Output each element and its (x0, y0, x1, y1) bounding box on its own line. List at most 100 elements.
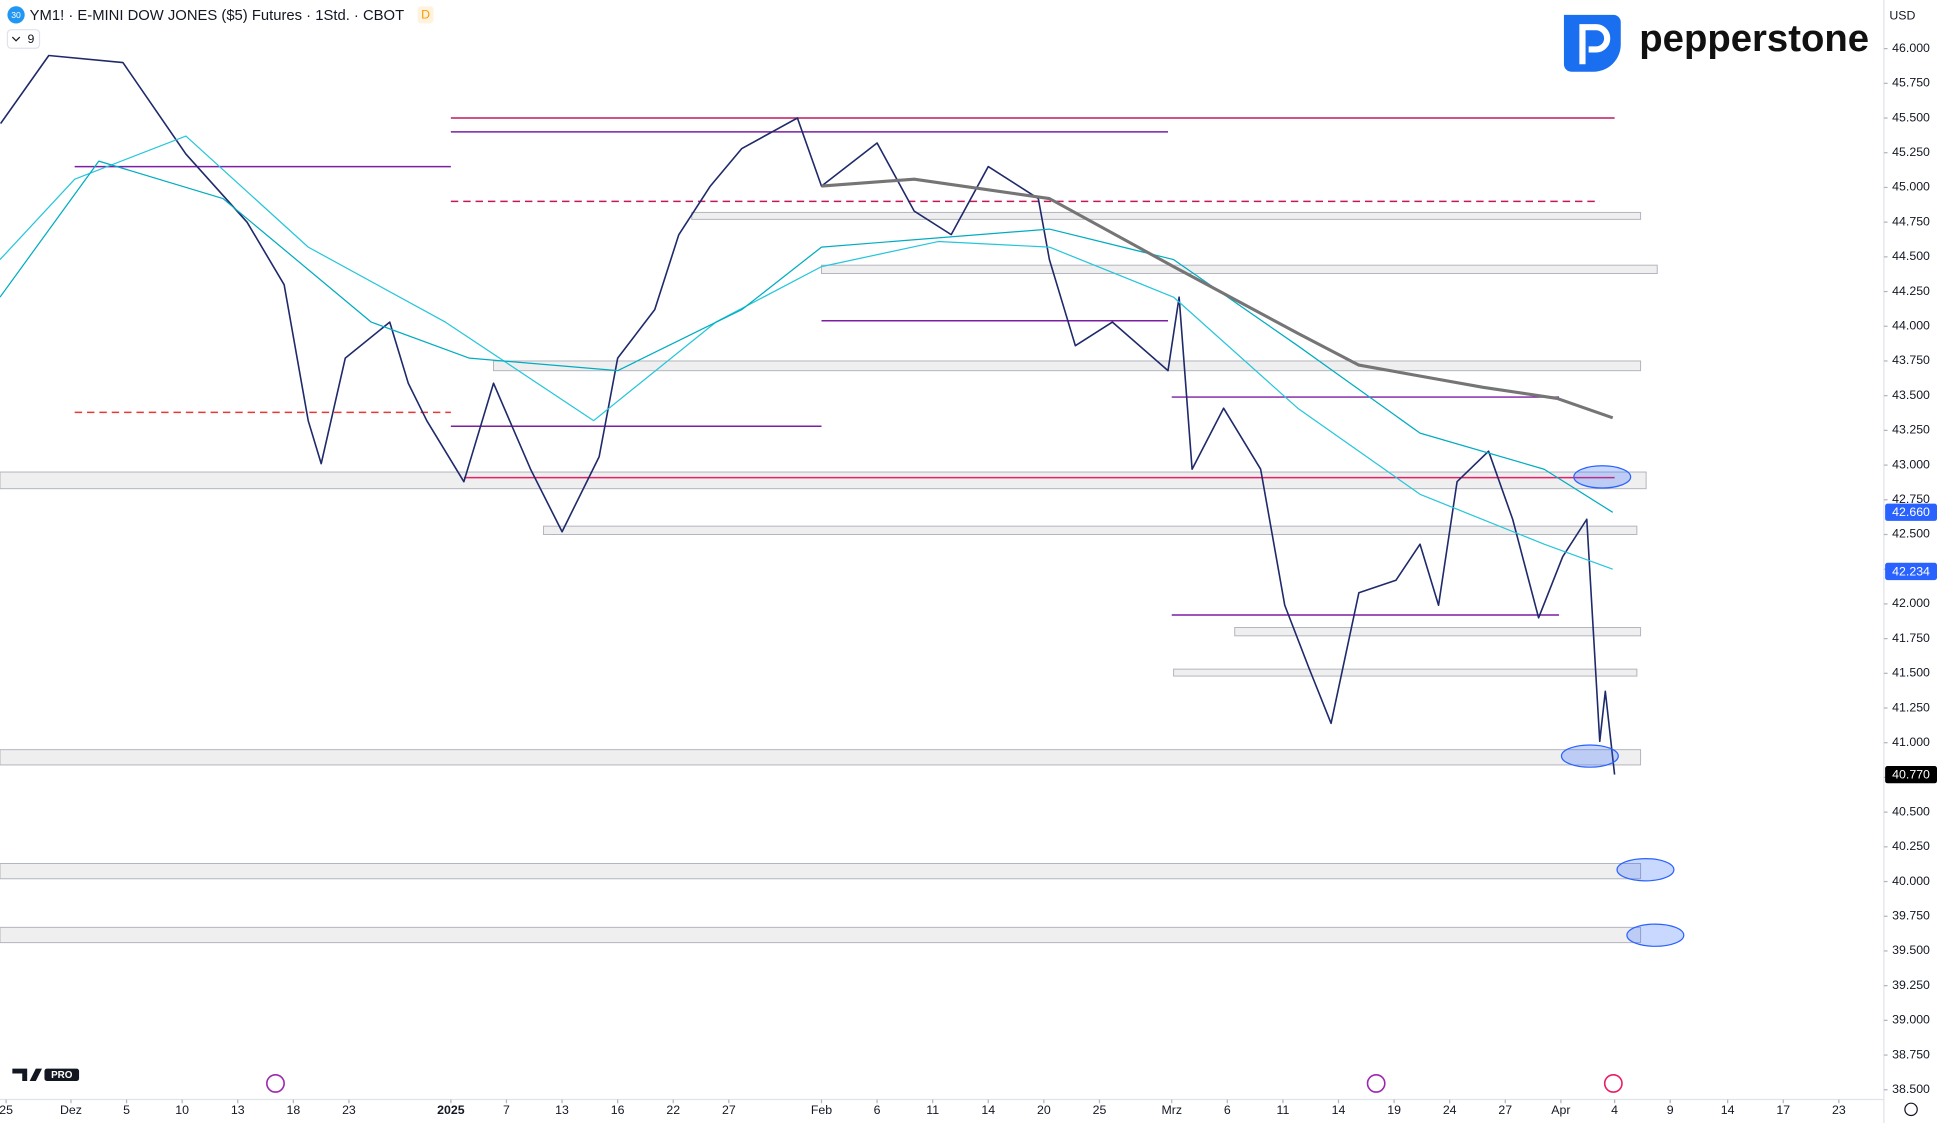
x-tick-label: 17 (1776, 1103, 1790, 1117)
x-tick-label: 25 (0, 1103, 13, 1117)
chart-title[interactable]: YM1! · E-MINI DOW JONES ($5) Futures · 1… (30, 8, 404, 24)
event-icon[interactable] (1603, 1073, 1623, 1093)
indicator-toggle[interactable] (6, 29, 41, 49)
price-line (0, 54, 1616, 775)
x-tick-label: 2025 (437, 1103, 465, 1117)
y-tick-label: 43.250 (1892, 423, 1930, 437)
x-tick-label: 9 (1667, 1103, 1674, 1117)
y-tick-label: 45.750 (1892, 76, 1930, 90)
x-tick-label: 13 (231, 1103, 245, 1117)
x-tick-label: 16 (611, 1103, 625, 1117)
event-icon[interactable] (1366, 1073, 1386, 1093)
price-line (0, 160, 1614, 513)
x-tick-label: 22 (666, 1103, 680, 1117)
highlight-ellipse (1616, 857, 1675, 882)
price-label-bg (1885, 562, 1937, 581)
y-tick-label: 38.750 (1892, 1047, 1930, 1061)
x-tick-label: 18 (286, 1103, 300, 1117)
plot-area (0, 54, 1685, 947)
y-tick-label: 44.750 (1892, 214, 1930, 228)
x-tick-label: 27 (1498, 1103, 1512, 1117)
price-label-bg (1885, 503, 1937, 521)
tv-logo (12, 1068, 43, 1081)
x-tick-label: 7 (503, 1103, 510, 1117)
x-tick-label: 24 (1443, 1103, 1457, 1117)
y-tick-label: 44.500 (1892, 249, 1930, 263)
x-tick-label: 4 (1611, 1103, 1618, 1117)
x-tick-label: Apr (1551, 1103, 1570, 1117)
y-tick-label: 45.000 (1892, 180, 1930, 194)
zone (0, 749, 1642, 766)
y-tick-label: 41.250 (1892, 700, 1930, 714)
x-tick-label: Dez (60, 1103, 82, 1117)
y-tick-label: 40.500 (1892, 804, 1930, 818)
brand-logo (1563, 14, 1621, 72)
x-tick-label: 11 (1277, 1103, 1290, 1117)
y-tick-label: 42.500 (1892, 527, 1930, 541)
y-tick-label: 40.000 (1892, 874, 1930, 888)
x-tick-label: 20 (1037, 1103, 1051, 1117)
zone (691, 211, 1642, 220)
badge-bg (417, 6, 434, 24)
y-tick-label: 41.000 (1892, 735, 1930, 749)
indicator-count: 9 (27, 32, 34, 46)
y-tick-label: 39.000 (1892, 1013, 1930, 1027)
y-tick-label: 44.250 (1892, 284, 1930, 298)
price-label-bg (1885, 766, 1937, 784)
y-tick-label: 39.250 (1892, 978, 1930, 992)
y-tick-label: 45.500 (1892, 110, 1930, 124)
x-tick-label: 23 (1832, 1103, 1846, 1117)
zone (492, 360, 1642, 372)
x-tick-label: 19 (1387, 1103, 1401, 1117)
currency[interactable]: USD (1889, 8, 1915, 22)
x-tick-label: 23 (342, 1103, 356, 1117)
price-label: 42.234 (1892, 564, 1930, 578)
x-tick-label: 6 (1224, 1103, 1231, 1117)
price-label: 42.660 (1892, 505, 1930, 519)
y-tick-label: 43.750 (1892, 353, 1930, 367)
zone (0, 926, 1642, 944)
x-tick-label: 14 (981, 1103, 995, 1117)
x-tick-label: 13 (555, 1103, 569, 1117)
highlight-ellipse (1626, 923, 1685, 947)
x-tick-label: 6 (874, 1103, 881, 1117)
y-tick-label: 40.250 (1892, 839, 1930, 853)
y-tick-label: 39.500 (1892, 943, 1930, 957)
highlight-ellipse (1573, 465, 1632, 489)
y-tick-label: 41.750 (1892, 631, 1930, 645)
x-tick-label: 11 (926, 1103, 939, 1117)
brand-logo-p (1579, 24, 1611, 65)
y-tick-label: 38.500 (1892, 1082, 1930, 1096)
y-tick-label: 42.000 (1892, 596, 1930, 610)
zone (0, 863, 1642, 880)
symbol-icon[interactable] (7, 6, 25, 24)
highlight-ellipse (1560, 744, 1619, 768)
x-tick-label: 10 (175, 1103, 189, 1117)
y-tick-label: 41.500 (1892, 666, 1930, 680)
y-tick-label: 44.000 (1892, 319, 1930, 333)
price-line (821, 177, 1614, 420)
x-tick-label: Mrz (1161, 1103, 1182, 1117)
x-tick-label: 14 (1721, 1103, 1735, 1117)
settings-icon[interactable] (1904, 1102, 1918, 1117)
zone (1173, 668, 1638, 677)
x-tick-label: 5 (123, 1103, 130, 1117)
event-icon[interactable] (266, 1073, 285, 1093)
tv-badge: PRO (51, 1070, 73, 1081)
x-tick-label: 25 (1093, 1103, 1107, 1117)
y-tick-label: 45.250 (1892, 145, 1930, 159)
y-tick-label: 46.000 (1892, 41, 1930, 55)
symbol-icon-text: 30 (11, 10, 21, 20)
price-line (0, 135, 1613, 570)
zone (0, 471, 1647, 490)
y-tick-label: 39.750 (1892, 909, 1930, 923)
x-tick-label: Feb (811, 1103, 832, 1117)
x-tick-label: 14 (1332, 1103, 1346, 1117)
badge[interactable]: D (421, 8, 430, 22)
zone (820, 264, 1658, 275)
y-tick-label: 43.000 (1892, 457, 1930, 471)
chevron (11, 36, 21, 42)
